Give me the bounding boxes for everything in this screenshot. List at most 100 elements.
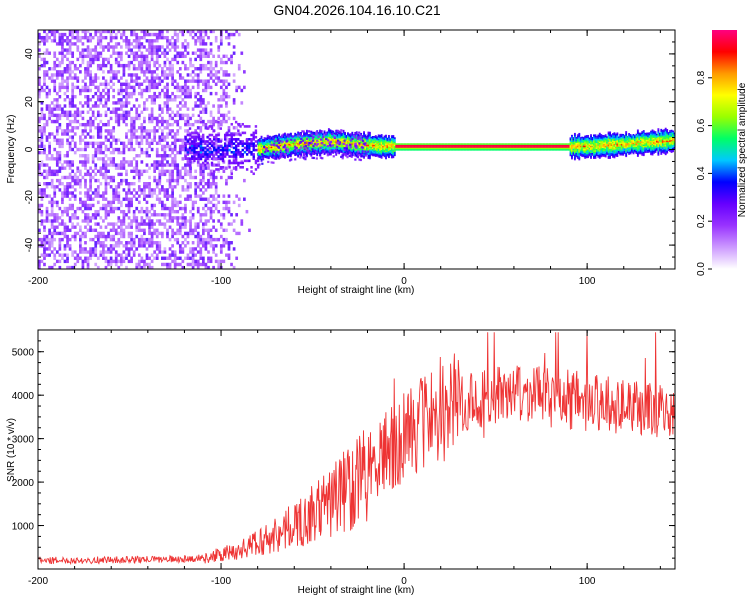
heatmap-cell [196,126,200,130]
heatmap-cell [219,144,223,149]
heatmap-cell [199,166,203,170]
heatmap-cell [163,256,167,260]
heatmap-cell [374,139,377,142]
heatmap-cell [48,141,51,146]
heatmap-cell [102,30,105,34]
heatmap-cell [237,132,241,136]
heatmap-cell [135,234,139,239]
heatmap-cell [322,144,324,147]
heatmap-cell [214,206,218,211]
heatmap-cell [469,146,472,148]
heatmap-cell [176,85,180,90]
heatmap-cell [91,57,95,62]
heatmap-cell [368,147,371,150]
heatmap-cell [387,140,390,143]
heatmap-cell [443,146,446,148]
heatmap-cell [122,234,126,239]
heatmap-cell [94,250,98,254]
heatmap-cell [184,244,187,248]
heatmap-cell [288,148,291,150]
heatmap-cell [194,228,198,233]
heatmap-cell [176,45,180,49]
heatmap-cell [84,73,87,77]
heatmap-cell [155,129,159,133]
heatmap-cell [237,138,240,141]
heatmap-cell [270,152,273,154]
heatmap-cell [303,137,305,140]
heatmap-cell [50,172,54,177]
heatmap-cell [219,79,223,83]
heatmap-cell [163,135,167,139]
heatmap-cell [120,234,123,239]
heatmap-cell [132,88,136,93]
heatmap-cell [386,153,389,156]
heatmap-cell [477,143,480,145]
heatmap-cell [102,166,105,170]
heatmap-cell [297,148,300,151]
heatmap-cell [120,228,123,233]
heatmap-cell [202,42,205,46]
heatmap-cell [91,144,95,149]
heatmap-cell [259,142,262,144]
heatmap-cell [112,160,116,164]
heatmap-cell [109,244,113,248]
heatmap-cell [181,138,185,142]
heatmap-cell [132,67,136,71]
heatmap-cell [73,95,77,99]
heatmap-cell [178,101,182,105]
heatmap-cell [73,35,77,40]
heatmap-cell [84,250,87,254]
heatmap-cell [53,200,57,205]
heatmap-cell [91,253,95,257]
heatmap-cell [308,143,311,146]
heatmap-cell [84,206,87,211]
heatmap-cell [202,178,205,183]
heatmap-cell [475,143,478,145]
heatmap-cell [389,151,392,153]
heatmap-cell [390,139,393,142]
heatmap-cell [228,161,231,165]
heatmap-cell [295,151,298,153]
heatmap-cell [114,228,118,233]
heatmap-cell [68,206,72,211]
heatmap-cell [84,95,87,99]
heatmap-cell [222,228,226,233]
heatmap-cell [148,191,151,195]
heatmap-cell [395,144,398,147]
heatmap-cell [102,150,105,155]
heatmap-cell [393,143,396,145]
heatmap-cell [193,140,196,143]
heatmap-cell [135,98,139,102]
heatmap-cell [166,141,169,146]
heatmap-cell [225,203,228,208]
heatmap-cell [184,203,187,208]
heatmap-cell [264,142,267,144]
heatmap-cell [367,145,370,148]
heatmap-cell [207,163,210,167]
heatmap-cell [84,32,87,37]
heatmap-cell [254,168,258,171]
heatmap-cell [114,197,118,201]
heatmap-cell [171,82,174,86]
heatmap-cell [186,42,190,46]
heatmap-cell [166,191,169,195]
heatmap-cell [76,76,80,80]
heatmap-cell [310,146,313,149]
heatmap-cell [66,48,69,52]
heatmap-cell [125,88,128,93]
heatmap-cell [313,139,316,141]
heatmap-cell [288,153,291,156]
heatmap-cell [437,147,440,150]
heatmap-cell [240,222,244,226]
heatmap-cell [43,30,46,34]
heatmap-cell [230,144,233,149]
heatmap-cell [448,146,450,148]
heatmap-cell [379,156,382,158]
heatmap-cell [386,154,389,157]
heatmap-cell [417,144,420,147]
heatmap-cell [248,142,251,145]
heatmap-cell [196,39,200,43]
heatmap-cell [55,138,59,142]
heatmap-cell [448,143,450,145]
heatmap-cell [171,244,174,248]
